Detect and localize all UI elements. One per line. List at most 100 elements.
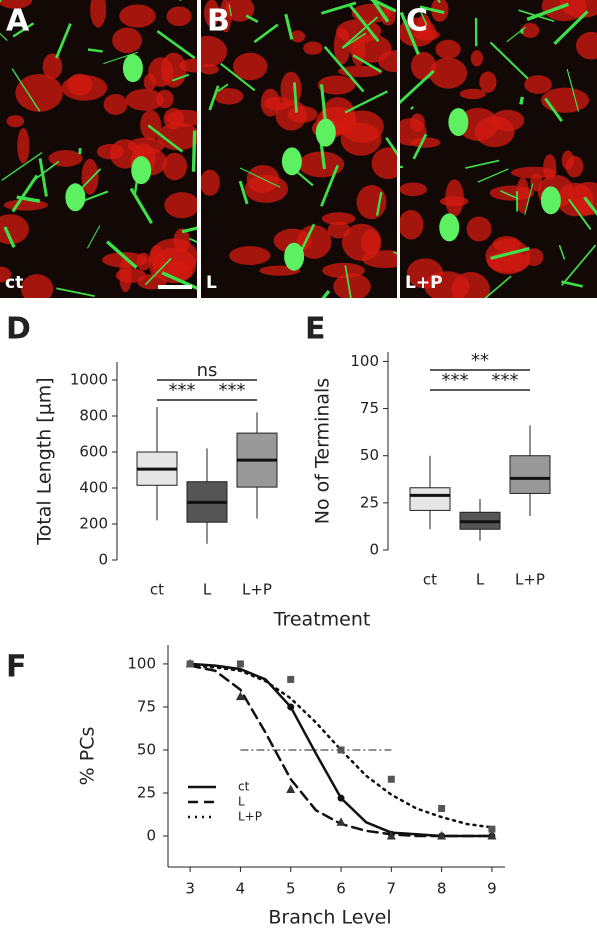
image-label: L+P — [405, 273, 443, 293]
significance-label: ** — [471, 350, 489, 371]
red-blob — [406, 258, 444, 289]
red-blob — [510, 166, 557, 179]
red-blob — [561, 150, 574, 171]
red-blob — [162, 152, 188, 181]
y-tick-label: 1000 — [70, 371, 108, 389]
red-blob — [17, 128, 30, 164]
red-blob — [201, 169, 220, 196]
red-blob — [90, 0, 107, 28]
y-tick-label: 75 — [360, 399, 379, 417]
x-tick-label: 6 — [336, 880, 346, 898]
significance-label: *** — [219, 380, 246, 401]
green-process — [220, 62, 256, 92]
point — [438, 804, 446, 812]
green-process — [341, 16, 379, 49]
x-axis-title: Branch Level — [268, 907, 391, 929]
red-blob — [459, 88, 486, 100]
red-blob — [298, 151, 345, 178]
y-axis-title: % PCs — [77, 727, 99, 786]
red-blob — [204, 0, 220, 28]
green-process — [238, 180, 249, 205]
green-process — [352, 54, 382, 73]
point — [487, 831, 497, 840]
red-blob — [103, 93, 128, 115]
red-blob — [161, 52, 187, 88]
green-process — [369, 0, 397, 13]
green-process — [370, 0, 390, 23]
green-process — [38, 158, 48, 197]
red-blob — [3, 199, 48, 211]
red-blob — [6, 115, 25, 128]
red-blob — [42, 53, 63, 80]
red-blob — [575, 31, 597, 60]
red-blob — [233, 52, 268, 81]
panel-letter: E — [305, 312, 326, 347]
point — [235, 691, 245, 701]
significance-label: *** — [169, 380, 196, 401]
legend-label: L — [238, 795, 245, 809]
red-blob — [201, 63, 219, 75]
red-blob — [466, 216, 492, 242]
green-process — [418, 8, 428, 26]
point — [337, 794, 345, 802]
green-soma — [448, 108, 469, 137]
green-process — [553, 10, 589, 45]
green-process — [519, 96, 525, 105]
green-process — [293, 82, 298, 113]
green-process — [344, 265, 352, 298]
red-blob — [0, 0, 33, 9]
green-soma — [131, 156, 152, 185]
point — [387, 775, 395, 783]
panel-letter: F — [6, 650, 27, 685]
red-blob — [163, 108, 185, 130]
red-blob — [479, 71, 497, 93]
red-blob — [67, 73, 93, 96]
box — [509, 455, 551, 494]
green-soma — [122, 54, 143, 83]
green-process — [375, 191, 383, 216]
green-process — [55, 23, 72, 59]
red-blob — [127, 137, 165, 155]
red-blob — [360, 229, 381, 256]
x-tick-label: 9 — [487, 880, 497, 898]
y-axis-title: Total Length [µm] — [34, 377, 56, 545]
green-process — [208, 85, 220, 111]
red-blob — [321, 212, 356, 226]
red-blob — [445, 179, 464, 217]
green-process — [181, 226, 197, 234]
green-process — [191, 130, 197, 172]
image-label: ct — [5, 273, 23, 293]
x-tick-label: 3 — [185, 880, 195, 898]
green-process — [245, 14, 259, 23]
image-content — [201, 0, 397, 298]
green-soma — [65, 183, 86, 212]
red-blob — [150, 238, 197, 276]
image-label: L — [206, 273, 217, 293]
y-tick-label: 400 — [79, 479, 108, 497]
y-tick-label: 75 — [137, 697, 156, 715]
green-process — [11, 174, 39, 213]
red-blob — [333, 27, 351, 65]
green-process — [484, 275, 512, 298]
significance-label: *** — [492, 370, 519, 391]
image-content — [400, 0, 597, 298]
red-blob — [524, 75, 552, 94]
green-process — [344, 90, 388, 114]
green-process — [500, 190, 519, 200]
green-process — [558, 244, 566, 260]
red-blob — [457, 107, 499, 141]
red-blob — [340, 122, 382, 156]
box — [409, 487, 451, 511]
y-tick-label: 50 — [137, 740, 156, 758]
green-soma — [315, 118, 336, 147]
point — [336, 817, 346, 826]
green-process — [400, 69, 435, 105]
panel-letter: A — [6, 4, 30, 39]
red-blob — [470, 50, 484, 67]
red-blob — [333, 273, 371, 298]
green-process — [171, 73, 190, 82]
red-blob — [102, 252, 148, 268]
y-tick-label: 0 — [146, 827, 156, 845]
green-process — [156, 29, 196, 60]
fit-curve — [188, 664, 494, 829]
